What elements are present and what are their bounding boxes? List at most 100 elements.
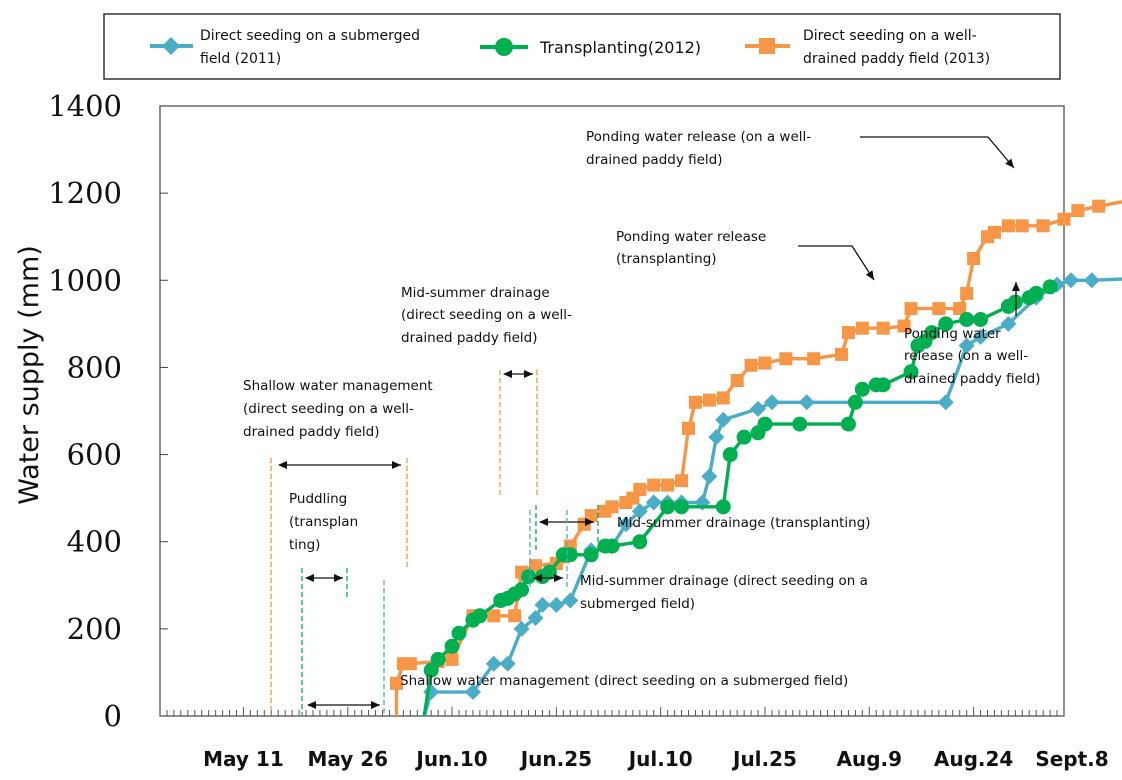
y-tick-label: 800 [67,350,122,384]
y-axis-label: Water supply (mm) [14,245,45,505]
data-point-s2012 [973,312,989,327]
data-point-s2012 [959,312,975,327]
data-point-s2012 [562,547,578,563]
data-point-s2012 [847,394,863,410]
data-point-s2011 [485,655,502,672]
annotations: Ponding water release (on a well- draine… [243,129,1041,689]
legend-2013-label-1: Direct seeding on a well- [803,28,977,44]
data-point-s2013 [1092,199,1106,213]
y-tick-label: 200 [67,612,122,646]
data-point-s2013 [487,609,501,623]
data-point-s2013 [445,652,459,666]
ann-sw-dsd-2: (direct seeding on a well- [243,401,414,417]
plot-frame [159,105,1065,717]
data-point-s2012 [514,582,530,598]
data-point-s2011 [1000,315,1017,332]
ann-sw-sub: Shallow water management (direct seeding… [400,673,848,689]
data-point-s2013 [960,286,974,300]
data-point-s2011 [1062,272,1079,289]
data-point-s2013 [1071,204,1085,218]
data-point-s2013 [897,319,911,333]
series-s2013 [389,199,1122,716]
data-point-s2013 [744,358,758,372]
data-point-s2013 [932,302,946,316]
legend-2012-label: Transplanting(2012) [539,38,701,57]
data-point-s2013 [675,474,689,488]
data-point-s2011 [534,596,551,613]
data-point-s2013 [647,478,661,492]
ann-msd-sub-2: submerged field) [580,596,695,612]
x-tick-label: Jul.10 [627,747,693,771]
ann-ponding-dsd2-3: drained paddy field) [904,371,1041,387]
data-point-s2012 [583,547,599,563]
data-point-s2013 [605,500,619,514]
annotation-lines [270,136,1020,715]
series-layer [389,199,1122,717]
series-line-s2011 [422,277,1122,717]
data-point-s2013 [987,225,1001,239]
data-point-s2011 [562,592,579,609]
legend-2011-marker [162,37,180,55]
data-point-s2013 [834,347,848,361]
ann-ponding-dsd-1: Ponding water release (on a well- [586,129,811,145]
data-point-s2011 [645,494,662,511]
data-point-s2013 [403,657,417,671]
data-point-s2011 [972,328,989,345]
arrow-ponding-dsd [860,136,1015,169]
data-point-s2011 [617,516,634,533]
data-point-s2011 [715,411,732,428]
legend-2013-marker [759,38,775,54]
data-point-s2011 [937,394,954,411]
data-point-s2011 [1083,272,1100,289]
data-point-s2011 [708,429,725,446]
ann-puddling-3: ting) [289,537,320,553]
data-point-s2011 [798,394,815,411]
data-point-s2012 [472,608,488,624]
ann-ponding-dsd-2: drained paddy field) [586,152,723,168]
data-point-s2013 [841,326,855,340]
ann-msd-dsd-2: (direct seeding on a well- [401,307,572,323]
ann-puddling-1: Puddling [289,491,347,507]
data-point-s2011 [958,337,975,354]
data-point-s2013 [1015,219,1029,233]
ann-puddling-2: (transplan [289,514,358,530]
y-tick-label: 400 [67,525,122,559]
data-point-s2013 [876,321,890,335]
data-point-s2012 [674,499,690,515]
data-point-s2012 [604,538,620,554]
y-tick-label: 1200 [48,176,122,210]
data-point-s2013 [716,391,730,405]
data-point-s2011 [631,503,648,520]
data-point-s2013 [904,302,918,316]
ann-sw-dsd-1: Shallow water management [243,378,433,394]
ann-ponding-dsd2-2: release (on a well- [904,348,1028,364]
data-point-s2011 [464,684,481,701]
x-tick-label: May 26 [307,747,388,771]
data-point-s2013 [661,478,675,492]
x-tick-label: Jul.25 [731,747,797,771]
x-axis-ticks: May 11 May 26 Jun.10 Jun.25 Jul.10 Jul.25 Aug.… [159,707,1109,771]
data-point-s2013 [389,676,403,690]
data-point-s2011 [750,400,767,417]
y-tick-label: 600 [67,438,122,472]
x-tick-label: Aug.9 [837,747,903,771]
x-tick-label: Jun.25 [519,747,592,771]
data-point-s2011 [513,620,530,637]
ann-msd-dsd-1: Mid-summer drainage [401,285,550,301]
y-tick-label: 1400 [48,89,122,123]
data-point-s2013 [633,482,647,496]
data-point-s2012 [854,381,870,397]
data-point-s2011 [548,596,565,613]
data-point-s2013 [529,559,543,573]
data-point-s2013 [855,321,869,335]
data-point-s2012 [1042,279,1058,295]
data-point-s2012 [757,416,773,432]
ann-msd-dsd-3: drained paddy field) [401,330,538,346]
ann-msd-tp: Mid-summer drainage (transplanting) [617,515,871,531]
ann-ponding-tp-1: Ponding water release [616,229,766,245]
data-point-s2011 [527,609,544,626]
ann-ponding-tp-2: (transplanting) [616,251,717,267]
data-point-s2013 [584,509,598,523]
series-s2012 [422,279,1058,717]
